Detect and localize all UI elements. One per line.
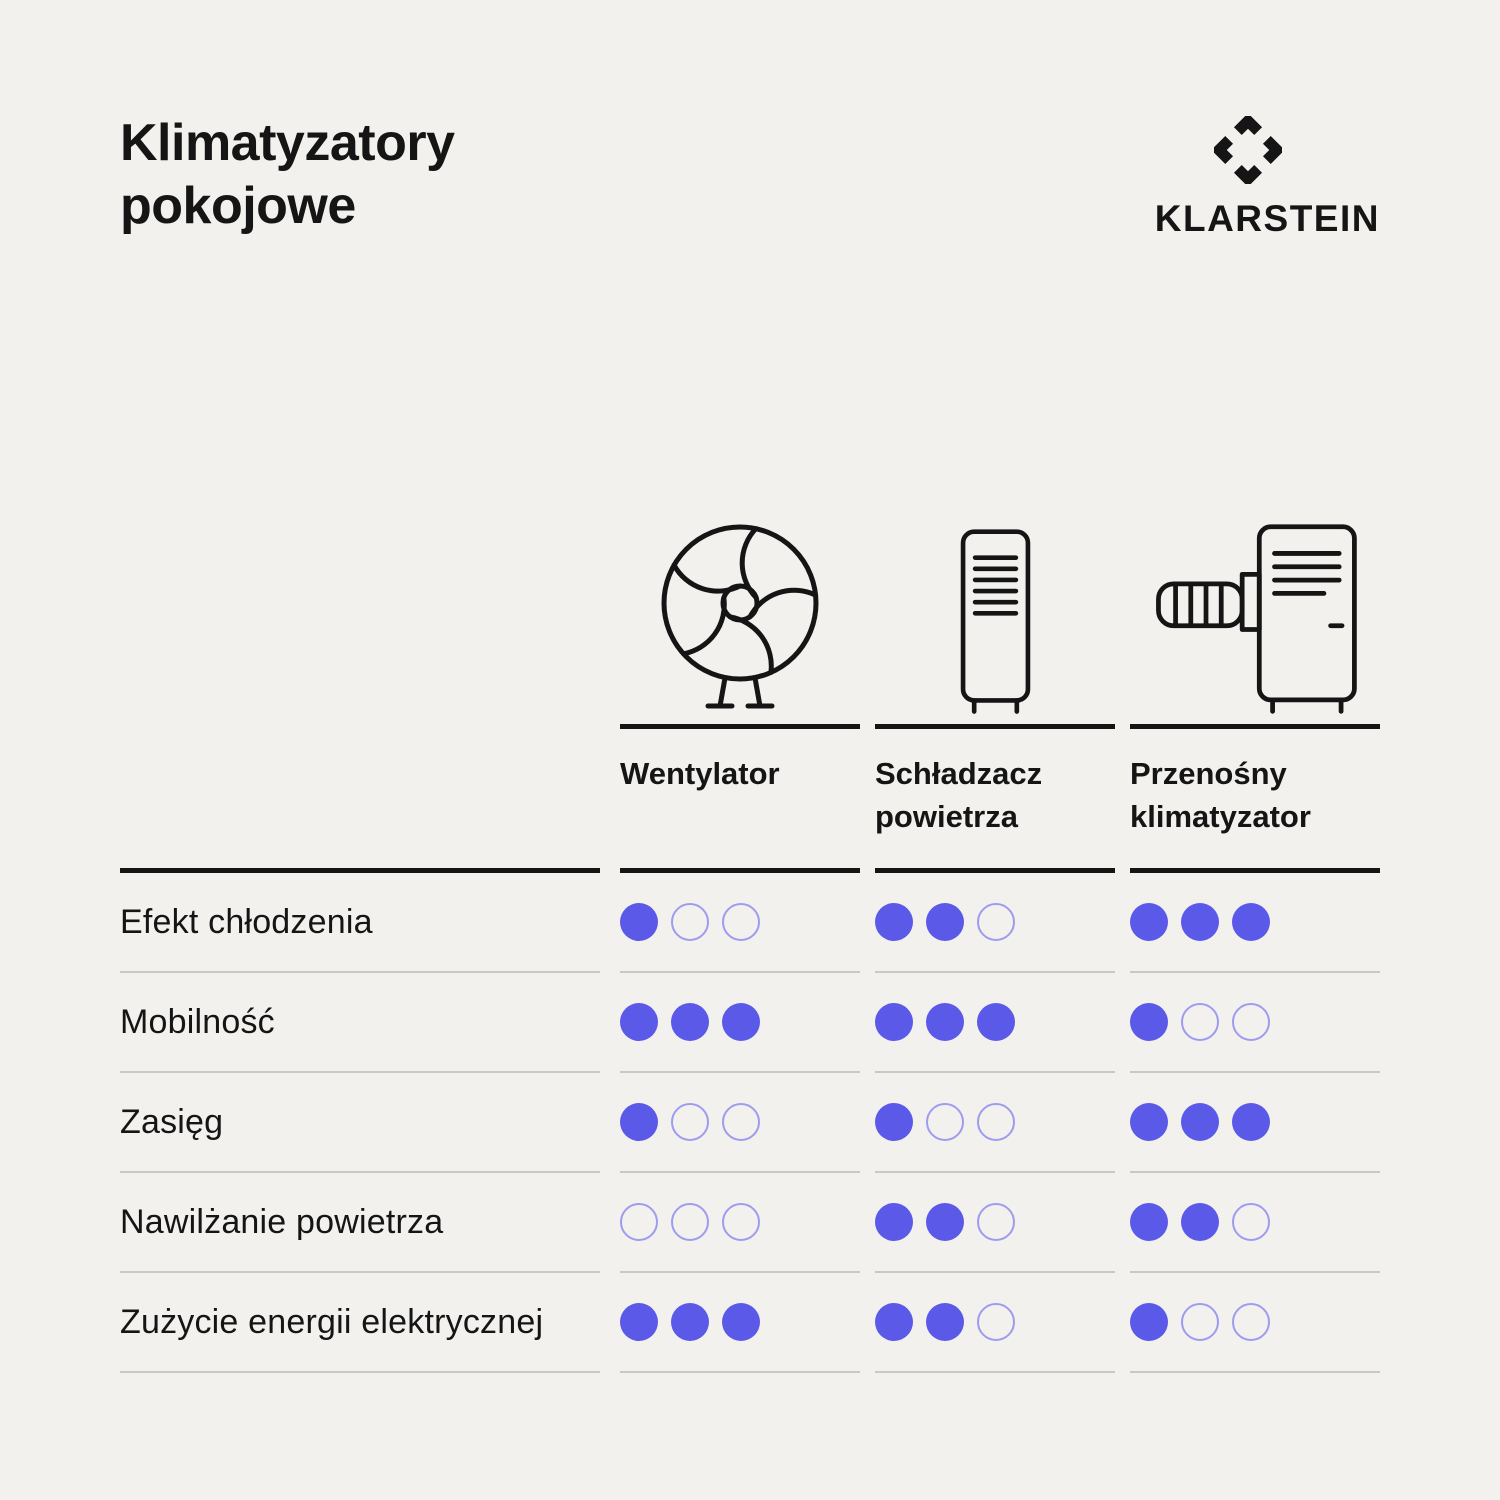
table-row: Zasięg [120, 1073, 1380, 1173]
rating-cell [620, 873, 860, 973]
rating-dot-filled [1232, 903, 1270, 941]
column-label: Przenośny klimatyzator [1130, 756, 1311, 834]
header-rule-segment [620, 868, 860, 873]
rating-dot-empty [977, 903, 1015, 941]
rating-cell [620, 973, 860, 1073]
rating-dot-empty [977, 1203, 1015, 1241]
rating-dot-filled [620, 1103, 658, 1141]
rating-dot-empty [620, 1203, 658, 1241]
rating-cell [1130, 1073, 1380, 1173]
rating-cell [620, 1273, 860, 1373]
rating-dot-filled [620, 903, 658, 941]
rating-cell [875, 1173, 1115, 1273]
column-label: Wentylator [620, 756, 780, 791]
rating-dot-empty [1232, 1303, 1270, 1341]
row-label: Mobilność [120, 973, 600, 1073]
rating-dot-empty [722, 1203, 760, 1241]
rating-dot-filled [722, 1303, 760, 1341]
rating-dot-empty [1232, 1203, 1270, 1241]
rating-dot-filled [926, 903, 964, 941]
rating-dot-empty [722, 1103, 760, 1141]
header-rule-segment [120, 868, 600, 873]
rating-dot-empty [977, 1103, 1015, 1141]
rating-dot-filled [722, 1003, 760, 1041]
rating-dot-filled [671, 1303, 709, 1341]
rating-dot-filled [926, 1203, 964, 1241]
comparison-rows: Efekt chłodzenia Mobilność Zasięg Nawilżani… [120, 873, 1380, 1373]
rating-cell [620, 1173, 860, 1273]
column-rule [1130, 724, 1380, 729]
rating-dot-filled [926, 1003, 964, 1041]
column-headers: Wentylator Schładzacz powietrza [620, 512, 1380, 839]
header-rule-segment [1130, 868, 1380, 873]
rating-dot-empty [671, 1103, 709, 1141]
rating-dot-filled [1130, 903, 1168, 941]
row-label: Zużycie energii elektrycznej [120, 1273, 600, 1373]
rating-dot-filled [875, 1303, 913, 1341]
brand-wordmark: KLARSTEIN [1154, 198, 1380, 239]
portable-ac-icon [1130, 512, 1380, 724]
table-row: Mobilność [120, 973, 1380, 1073]
rating-dot-filled [620, 1303, 658, 1341]
rating-dot-filled [1232, 1103, 1270, 1141]
rating-dot-empty [1232, 1003, 1270, 1041]
rating-dot-filled [977, 1003, 1015, 1041]
rating-cell [875, 973, 1115, 1073]
air-cooler-icon [875, 512, 1115, 724]
rating-cell [1130, 873, 1380, 973]
klarstein-logo-icon [1214, 116, 1282, 184]
rating-dot-filled [875, 1203, 913, 1241]
table-header-rule [120, 868, 1380, 873]
table-row: Nawilżanie powietrza [120, 1173, 1380, 1273]
column-header-fan: Wentylator [620, 512, 860, 839]
brand: KLARSTEIN [1155, 116, 1380, 240]
column-header-portable-ac: Przenośny klimatyzator [1130, 512, 1380, 839]
column-rule [620, 724, 860, 729]
rating-dot-filled [1181, 1103, 1219, 1141]
rating-dot-filled [875, 1003, 913, 1041]
rating-dot-filled [1181, 1203, 1219, 1241]
rating-dot-filled [926, 1303, 964, 1341]
rating-cell [875, 873, 1115, 973]
rating-dot-empty [671, 1203, 709, 1241]
rating-cell [875, 1273, 1115, 1373]
rating-dot-empty [1181, 1303, 1219, 1341]
table-row: Efekt chłodzenia [120, 873, 1380, 973]
fan-icon [620, 512, 860, 724]
rating-cell [1130, 973, 1380, 1073]
rating-dot-empty [671, 903, 709, 941]
rating-dot-filled [1130, 1103, 1168, 1141]
rating-dot-empty [977, 1303, 1015, 1341]
row-label: Nawilżanie powietrza [120, 1173, 600, 1273]
rating-dot-filled [875, 1103, 913, 1141]
rating-cell [1130, 1273, 1380, 1373]
column-header-air-cooler: Schładzacz powietrza [875, 512, 1115, 839]
column-label: Schładzacz powietrza [875, 756, 1043, 834]
rating-cell [875, 1073, 1115, 1173]
rating-dot-filled [1130, 1303, 1168, 1341]
rating-dot-filled [1130, 1203, 1168, 1241]
header-rule-segment [875, 868, 1115, 873]
row-label: Zasięg [120, 1073, 600, 1173]
rating-dot-filled [671, 1003, 709, 1041]
column-rule [875, 724, 1115, 729]
rating-dot-empty [722, 903, 760, 941]
page-title: Klimatyzatory pokojowe [120, 114, 455, 236]
rating-dot-filled [1181, 903, 1219, 941]
rating-dot-filled [875, 903, 913, 941]
table-row: Zużycie energii elektrycznej [120, 1273, 1380, 1373]
rating-dot-filled [620, 1003, 658, 1041]
rating-dot-empty [1181, 1003, 1219, 1041]
rating-cell [1130, 1173, 1380, 1273]
rating-cell [620, 1073, 860, 1173]
row-label: Efekt chłodzenia [120, 873, 600, 973]
rating-dot-filled [1130, 1003, 1168, 1041]
rating-dot-empty [926, 1103, 964, 1141]
